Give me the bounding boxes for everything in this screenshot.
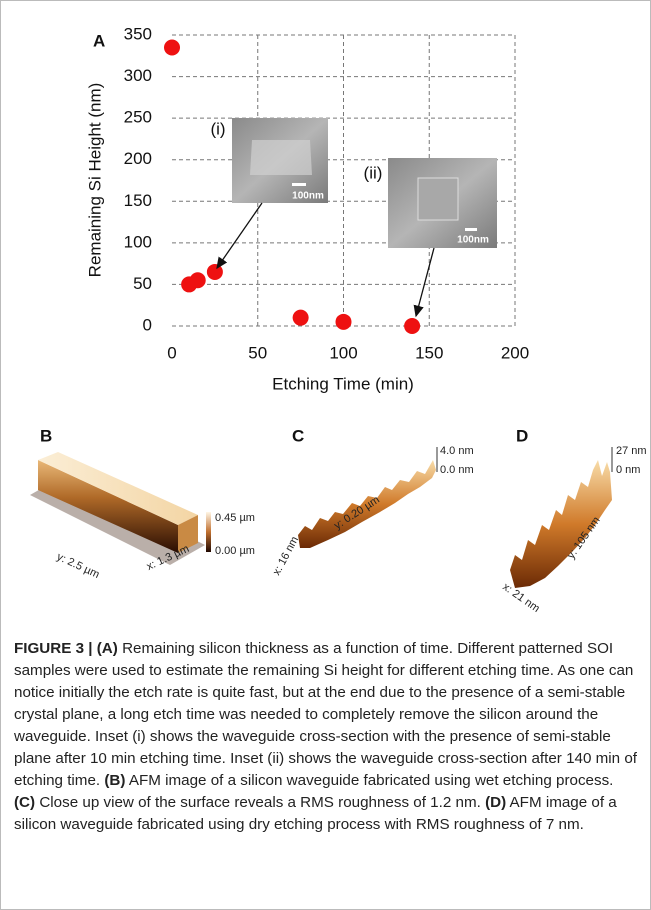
z-min: 0.00 µm <box>215 545 255 557</box>
caption-label: FIGURE 3 | <box>14 640 93 657</box>
arrow <box>416 248 434 316</box>
caption-text: Close up view of the surface reveals a R… <box>39 794 481 811</box>
panel-label: D <box>516 426 528 445</box>
y-extent: y: 2.5 µm <box>55 551 101 581</box>
z-max: 0.45 µm <box>215 512 255 524</box>
y-tick-label: 150 <box>124 191 152 210</box>
y-tick-label: 350 <box>124 24 152 43</box>
arrow <box>217 203 262 268</box>
scale-bar <box>465 228 477 231</box>
x-extent: x: 16 nm <box>271 535 301 578</box>
y-axis-label: Remaining Si Height (nm) <box>85 83 104 278</box>
caption-ref: (D) <box>485 794 506 811</box>
caption-ref: (B) <box>104 772 125 789</box>
z-max: 27 nm <box>616 445 647 457</box>
x-tick-label: 200 <box>501 343 529 362</box>
panel-label: A <box>93 31 105 50</box>
y-tick-label: 100 <box>124 232 152 251</box>
y-tick-label: 250 <box>124 108 152 127</box>
data-point <box>190 272 206 288</box>
x-tick-label: 150 <box>415 343 443 362</box>
scale-label: 100nm <box>457 235 489 246</box>
data-point <box>293 310 309 326</box>
page: A Remaining Si Height (nm) Etching Time … <box>0 0 651 910</box>
caption-ref: (A) <box>97 640 118 657</box>
caption-text: Remaining silicon thickness as a functio… <box>14 640 637 789</box>
inset-label: (ii) <box>364 163 383 182</box>
sem-structure <box>250 140 312 175</box>
x-axis-label: Etching Time (min) <box>272 374 414 393</box>
data-point <box>164 39 180 55</box>
y-tick-label: 200 <box>124 149 152 168</box>
panel-label: B <box>40 426 52 445</box>
color-scale <box>206 512 211 552</box>
x-tick-label: 0 <box>167 343 176 362</box>
data-point <box>207 264 223 280</box>
y-tick-label: 300 <box>124 66 152 85</box>
scale-label: 100nm <box>292 191 324 202</box>
x-tick-label: 100 <box>329 343 357 362</box>
z-min: 0 nm <box>616 464 640 476</box>
data-point <box>336 314 352 330</box>
z-max: 4.0 nm <box>440 445 474 457</box>
scale-bar <box>292 183 306 186</box>
inset-label: (i) <box>210 119 225 138</box>
x-tick-label: 50 <box>248 343 267 362</box>
y-tick-label: 50 <box>133 274 152 293</box>
data-point <box>404 318 420 334</box>
sem-structure <box>418 178 458 220</box>
y-tick-label: 0 <box>143 315 152 334</box>
panel-label: C <box>292 426 304 445</box>
caption: FIGURE 3 | (A) Remaining silicon thickne… <box>14 638 638 836</box>
caption-ref: (C) <box>14 794 35 811</box>
z-min: 0.0 nm <box>440 464 474 476</box>
figure: A Remaining Si Height (nm) Etching Time … <box>0 0 651 630</box>
caption-text: AFM image of a silicon waveguide fabrica… <box>129 772 614 789</box>
